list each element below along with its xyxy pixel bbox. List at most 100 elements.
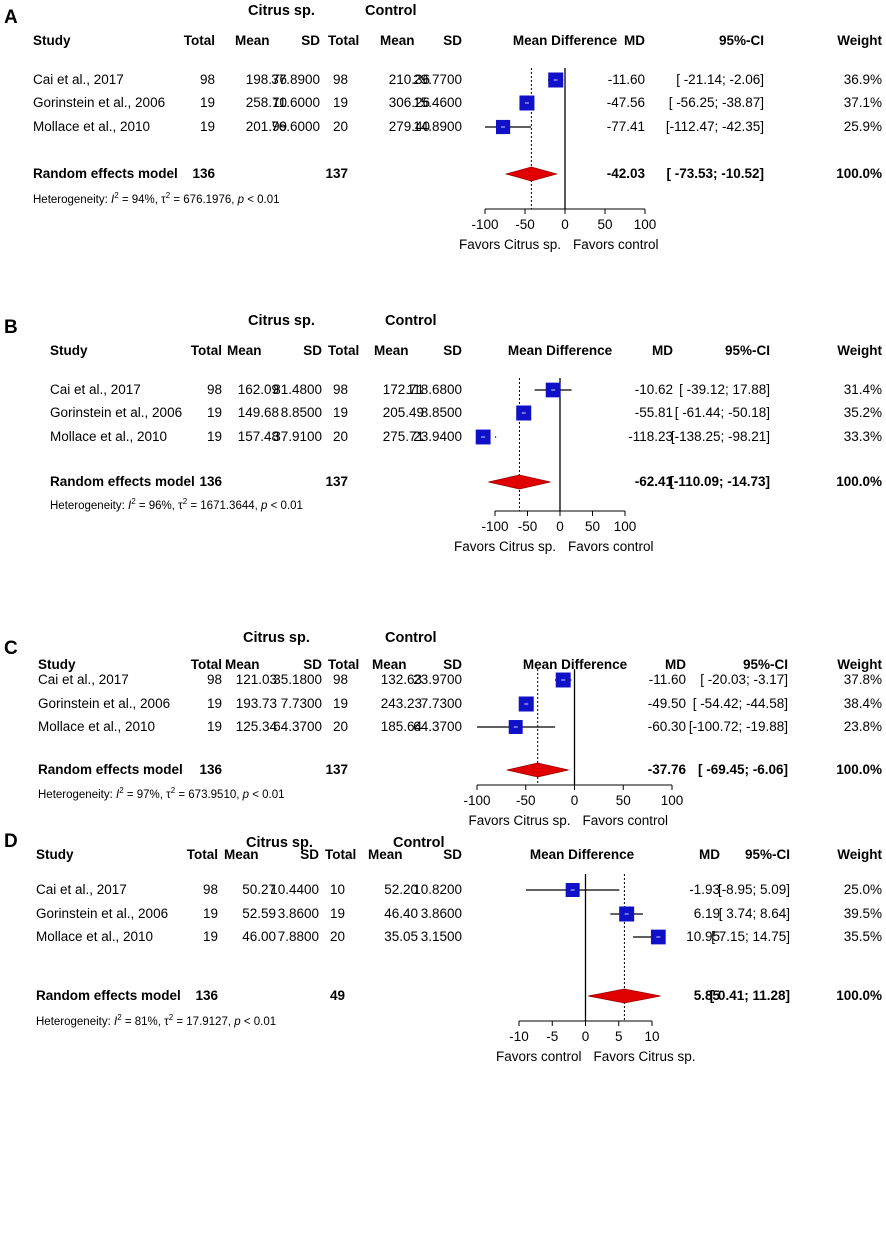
het-p-symbol: p	[234, 1016, 241, 1028]
c-sd: 14.8900	[413, 119, 462, 134]
favors-right-label: Favors control	[573, 237, 659, 252]
het-tau-sup: 2	[168, 1013, 174, 1023]
het-p-value: < 0.01	[249, 789, 285, 801]
panel-label: A	[4, 7, 18, 28]
header-e-sd: SD	[300, 847, 319, 862]
weight-value: 38.4%	[843, 696, 882, 711]
ci-value: [ -20.03; -3.17]	[700, 672, 788, 687]
x-tick-label: 50	[597, 217, 612, 232]
ci-value: [ -61.44; -50.18]	[674, 405, 770, 420]
c-sd: 3.8600	[420, 906, 462, 921]
header-e-mean: Mean	[224, 847, 259, 862]
study-name: Gorinstein et al., 2006	[38, 696, 171, 711]
study-name: Cai et al., 2017	[38, 672, 129, 687]
heterogeneity-stats: Heterogeneity: I2 = 97%, τ2 = 673.9510, …	[38, 787, 285, 803]
header-c-mean: Mean	[368, 847, 403, 862]
e-mean: 193.73	[235, 696, 277, 711]
c-mean: 52.20	[384, 882, 418, 897]
forest-panel-d: D Citrus sp. Control Study Total Mean SD Total M…	[0, 778, 886, 1078]
group-label-control: Control	[385, 313, 437, 329]
c-mean: 306.26	[388, 95, 430, 110]
c-sd: 118.6800	[406, 382, 462, 397]
weight-value: 33.3%	[843, 429, 882, 444]
x-tick-label: -50	[516, 793, 536, 808]
c-mean: 172.71	[382, 382, 424, 397]
e-sd: 8.8500	[280, 405, 322, 420]
c-total: 19	[332, 696, 348, 711]
header-e-sd: SD	[303, 343, 322, 358]
c-total: 20	[332, 119, 348, 134]
ci-value: [ 7.15; 14.75]	[711, 929, 790, 944]
md-value: -60.30	[647, 719, 686, 734]
pooled-e-total: 136	[199, 762, 222, 777]
x-tick-label: -10	[509, 1029, 529, 1044]
het-tau-symbol: τ	[178, 500, 183, 512]
e-total: 19	[199, 119, 215, 134]
pooled-weight: 100.0%	[836, 474, 882, 489]
header-study: Study	[50, 343, 88, 358]
study-name: Mollace et al., 2010	[50, 429, 168, 444]
c-sd: 64.3700	[413, 719, 462, 734]
e-sd: 37.9100	[273, 429, 322, 444]
pooled-diamond	[588, 988, 661, 1004]
md-value: -11.60	[648, 672, 686, 687]
pooled-c-total: 137	[325, 166, 348, 181]
study-name: Cai et al., 2017	[33, 72, 124, 87]
e-mean: 46.00	[242, 929, 276, 944]
e-sd: 10.4400	[270, 882, 319, 897]
header-c-sd: SD	[443, 657, 462, 672]
header-weight: Weight	[837, 343, 882, 358]
x-tick-label: 0	[556, 519, 564, 534]
md-value: -1.93	[689, 882, 720, 897]
header-e-mean: Mean	[235, 33, 270, 48]
pooled-c-total: 137	[325, 474, 348, 489]
header-ci: 95%-CI	[742, 657, 788, 672]
header-weight: Weight	[837, 33, 882, 48]
het-tau-sup: 2	[170, 786, 176, 796]
study-name: Mollace et al., 2010	[33, 119, 151, 134]
e-mean: 198.76	[245, 72, 287, 87]
ci-value: [ -21.14; -2.06]	[676, 72, 764, 87]
header-c-sd: SD	[443, 343, 462, 358]
group-label-treatment: Citrus sp.	[243, 630, 310, 646]
header-c-total: Total	[328, 657, 360, 672]
group-label-treatment: Citrus sp.	[248, 313, 315, 329]
het-p-value: < 0.01	[240, 1016, 277, 1028]
e-mean: 125.34	[235, 719, 277, 734]
header-mean-difference: Mean Difference	[522, 657, 628, 672]
c-sd: 23.9400	[413, 429, 462, 444]
e-sd: 35.1800	[273, 672, 322, 687]
c-mean: 46.40	[384, 906, 418, 921]
c-sd: 3.1500	[420, 929, 462, 944]
e-total: 98	[199, 72, 215, 87]
study-name: Cai et al., 2017	[36, 882, 127, 897]
pooled-label: Random effects model	[38, 762, 183, 777]
weight-value: 23.8%	[843, 719, 882, 734]
weight-value: 39.5%	[843, 906, 882, 921]
het-tau-symbol: τ	[161, 194, 166, 206]
e-sd: 37.8900	[271, 72, 320, 87]
pooled-diamond	[504, 166, 559, 182]
het-p-value: < 0.01	[244, 194, 280, 206]
header-mean-difference: Mean Difference	[529, 847, 635, 862]
c-mean: 243.23	[380, 696, 422, 711]
het-tau-sup: 2	[165, 191, 171, 201]
x-tick-label: -100	[471, 217, 498, 232]
ci-value: [-112.47; -42.35]	[665, 119, 764, 134]
c-sd: 8.8500	[420, 405, 462, 420]
x-tick-label: 0	[582, 1029, 590, 1044]
forest-panel-a: A Citrus sp. Control Study Total Mean SD Total M…	[0, 0, 886, 300]
pooled-label: Random effects model	[33, 166, 178, 181]
c-mean: 210.36	[388, 72, 430, 87]
e-total: 19	[202, 906, 218, 921]
x-tick-label: 50	[616, 793, 631, 808]
e-sd: 3.8600	[277, 906, 319, 921]
group-label-treatment: Citrus sp.	[248, 3, 315, 19]
c-mean: 275.71	[382, 429, 424, 444]
e-total: 98	[206, 382, 222, 397]
pooled-ci: [ -69.45; -6.06]	[697, 762, 788, 777]
pooled-diamond	[506, 762, 569, 778]
favors-right-label: Favors control	[568, 539, 654, 554]
het-prefix: Heterogeneity:	[36, 1016, 114, 1028]
het-i2-symbol: I	[116, 789, 120, 801]
